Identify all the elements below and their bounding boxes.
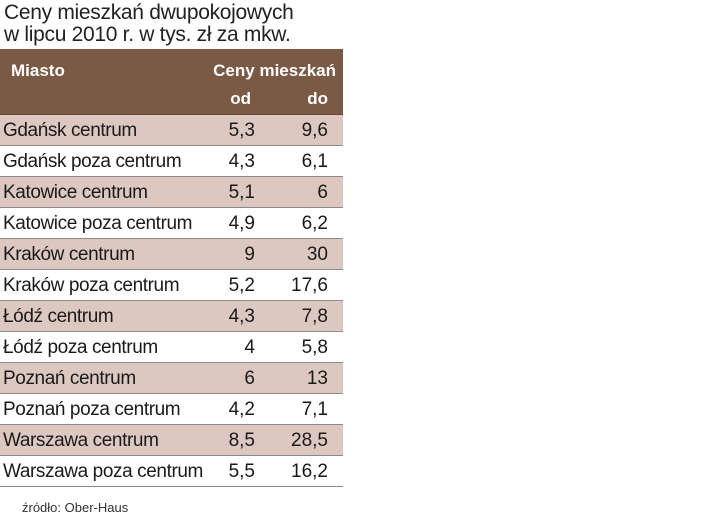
cell-price-from: 4: [244, 337, 255, 358]
cell-city: Gdańsk poza centrum: [3, 151, 182, 172]
cell-price-from: 5,2: [228, 275, 255, 296]
cell-price-to: 7,1: [301, 399, 328, 420]
cell-price-to: 17,6: [291, 275, 328, 296]
table-row: Katowice centrum 5,1 6: [0, 177, 343, 208]
cell-city: Katowice poza centrum: [3, 213, 193, 234]
cell-price-to: 9,6: [301, 120, 328, 141]
cell-city: Warszawa poza centrum: [3, 461, 203, 482]
price-table: Miasto Ceny mieszkań od do Gdańsk centru…: [0, 49, 343, 487]
column-header-city: Miasto: [11, 61, 65, 80]
table-row: Kraków centrum 9 30: [0, 239, 343, 270]
cell-city: Katowice centrum: [3, 182, 148, 203]
cell-price-from: 9: [244, 244, 255, 265]
cell-price-to: 7,8: [301, 306, 328, 327]
cell-price-to: 5,8: [301, 337, 328, 358]
cell-price-from: 4,3: [228, 151, 255, 172]
table-row: Gdańsk poza centrum 4,3 6,1: [0, 146, 343, 177]
table-row: Warszawa centrum 8,5 28,5: [0, 425, 343, 456]
table-row: Poznań centrum 6 13: [0, 363, 343, 394]
cell-price-to: 16,2: [291, 461, 328, 482]
cell-city: Łódź centrum: [3, 306, 114, 327]
chart-title-line-2: w lipcu 2010 r. w tys. zł za mkw.: [4, 23, 291, 46]
cell-city: Gdańsk centrum: [3, 120, 137, 141]
cell-price-to: 28,5: [291, 430, 328, 451]
table-row: Poznań poza centrum 4,2 7,1: [0, 394, 343, 425]
cell-city: Warszawa centrum: [3, 430, 159, 451]
cell-city: Kraków centrum: [3, 244, 135, 265]
table-header: Miasto Ceny mieszkań od do: [0, 49, 343, 115]
table-row: Gdańsk centrum 5,3 9,6: [0, 115, 343, 146]
column-header-prices: Ceny mieszkań: [213, 61, 336, 80]
cell-price-from: 5,5: [228, 461, 255, 482]
table-body: Gdańsk centrum 5,3 9,6 Gdańsk poza centrum 4…: [0, 115, 343, 487]
cell-city: Poznań poza centrum: [3, 399, 181, 420]
cell-price-to: 6,1: [301, 151, 328, 172]
cell-price-from: 4,9: [228, 213, 255, 234]
cell-price-to: 30: [306, 244, 328, 265]
chart-title-line-1: Ceny mieszkań dwupokojowych: [4, 1, 294, 24]
cell-price-to: 13: [306, 368, 328, 389]
cell-city: Kraków poza centrum: [3, 275, 180, 296]
table-row: Łódź centrum 4,3 7,8: [0, 301, 343, 332]
table-row: Warszawa poza centrum 5,5 16,2: [0, 456, 343, 487]
cell-city: Łódź poza centrum: [3, 337, 158, 358]
cell-city: Poznań centrum: [3, 368, 136, 389]
cell-price-from: 6: [244, 368, 255, 389]
cell-price-to: 6,2: [301, 213, 328, 234]
cell-price-from: 4,3: [228, 306, 255, 327]
column-header-from: od: [230, 89, 251, 108]
table-row: Łódź poza centrum 4 5,8: [0, 332, 343, 363]
cell-price-from: 4,2: [228, 399, 255, 420]
chart-title: Ceny mieszkań dwupokojowych w lipcu 2010…: [4, 2, 344, 46]
table-row: Kraków poza centrum 5,2 17,6: [0, 270, 343, 301]
cell-price-from: 5,1: [228, 182, 255, 203]
cell-price-to: 6: [317, 182, 328, 203]
column-header-to: do: [307, 89, 328, 108]
source-note: źródło: Ober-Haus: [22, 500, 129, 515]
cell-price-from: 8,5: [228, 430, 255, 451]
cell-price-from: 5,3: [228, 120, 255, 141]
table-row: Katowice poza centrum 4,9 6,2: [0, 208, 343, 239]
